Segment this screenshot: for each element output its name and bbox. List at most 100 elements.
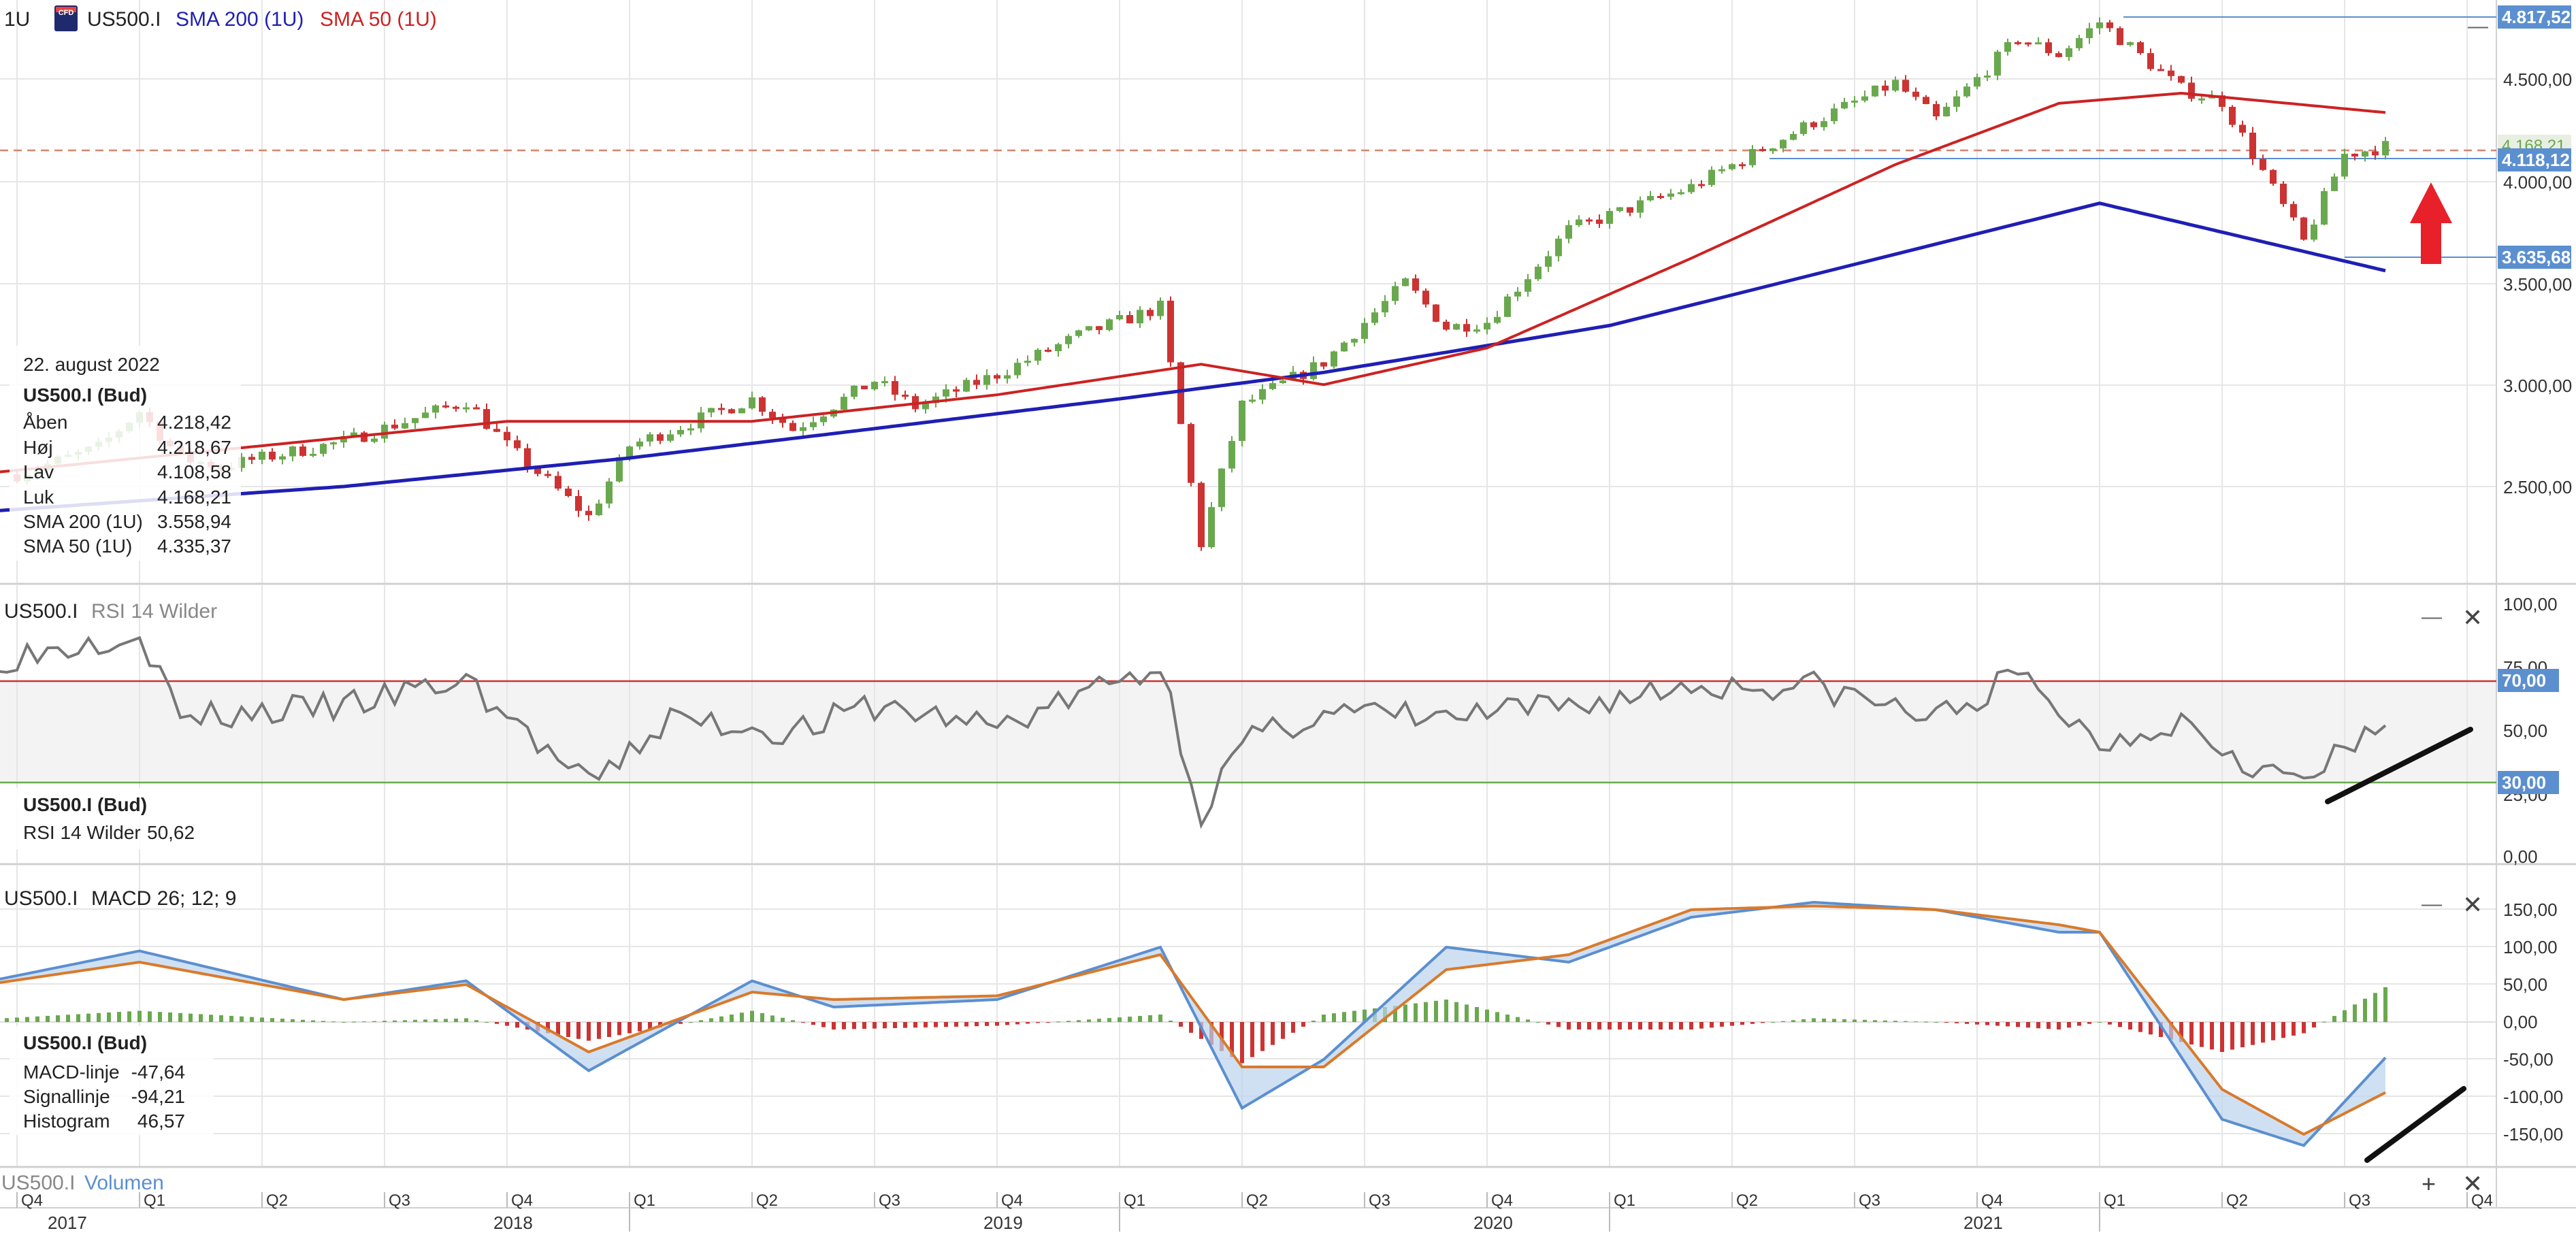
rsi-level-upper: 70,00	[2502, 670, 2546, 691]
histogram-bar	[1832, 1019, 1836, 1022]
histogram-bar	[556, 1022, 560, 1036]
close-macd-icon[interactable]: ✕	[2462, 891, 2483, 919]
close-rsi-icon[interactable]: ✕	[2462, 604, 2483, 631]
candle-body	[2270, 169, 2277, 184]
quarter-tick: Q4	[1001, 1191, 1023, 1210]
histogram-bar	[638, 1022, 642, 1032]
quarter-tick: Q2	[1246, 1191, 1268, 1210]
minimize-rsi-icon[interactable]: —	[2422, 606, 2442, 628]
histogram-bar	[280, 1019, 284, 1022]
quarter-tick: Q2	[266, 1191, 288, 1210]
histogram-bar	[1822, 1018, 1826, 1022]
histogram-bar	[2067, 1022, 2071, 1028]
candle-body	[636, 441, 643, 447]
candle-body	[320, 444, 327, 454]
histogram-bar	[791, 1020, 795, 1022]
add-panel-icon[interactable]: +	[2422, 1170, 2436, 1198]
year-tick: 2019	[983, 1213, 1023, 1232]
candle-body	[1923, 97, 1929, 104]
histogram-bar	[1434, 1000, 1438, 1022]
histogram-bar	[148, 1011, 152, 1022]
info-instrument: US500.I (Bud)	[23, 384, 147, 406]
candle-body	[534, 467, 541, 474]
candle-body	[789, 423, 796, 431]
histogram-bar	[301, 1019, 305, 1022]
histogram-bar	[1516, 1017, 1520, 1022]
sma50-legend[interactable]: SMA 50 (1U)	[320, 8, 437, 31]
histogram-bar	[1985, 1022, 1989, 1025]
candle-body	[1024, 361, 1031, 363]
candle-body	[1912, 91, 1919, 97]
minimize-macd-icon[interactable]: —	[2422, 893, 2442, 915]
candle-body	[1249, 399, 1256, 402]
histogram-bar	[1077, 1020, 1081, 1022]
histogram-bar	[25, 1017, 29, 1022]
histogram-bar	[1005, 1022, 1009, 1025]
candle-body	[504, 431, 510, 441]
candle-body	[2341, 153, 2348, 177]
candle-body	[1565, 225, 1572, 239]
candle-body	[2025, 42, 2032, 45]
histogram-bar	[1995, 1022, 2000, 1026]
candle-body	[2351, 153, 2358, 157]
histogram-bar	[1842, 1019, 1846, 1022]
candle-body	[422, 412, 429, 418]
up-arrow-icon	[2410, 182, 2452, 264]
candle-body	[1433, 304, 1439, 322]
candle-body	[841, 397, 847, 410]
histogram-bar	[1536, 1022, 1540, 1023]
rsi-info-value: 50,62	[147, 822, 195, 843]
candle-body	[871, 382, 878, 390]
histogram-bar	[240, 1016, 244, 1022]
histogram-bar	[1158, 1015, 1162, 1022]
year-tick: 2021	[1963, 1213, 2003, 1232]
histogram-bar	[1311, 1020, 1316, 1022]
candle-body	[1678, 192, 1684, 195]
candle-body	[1708, 169, 1715, 185]
interval-label[interactable]: 1U	[4, 8, 30, 31]
rsi-line	[0, 636, 2387, 829]
histogram-bar	[2363, 998, 2367, 1022]
sma200-legend[interactable]: SMA 200 (1U)	[176, 8, 304, 31]
histogram-bar	[1893, 1021, 1897, 1022]
candle-body	[1341, 342, 1348, 352]
candle-body	[2290, 203, 2297, 218]
histogram-bar	[1169, 1020, 1173, 1022]
histogram-bar	[1475, 1007, 1479, 1022]
histogram-bar	[924, 1022, 928, 1027]
candle-body	[1535, 266, 1542, 280]
histogram-bar	[1444, 1000, 1448, 1022]
quarter-tick: Q2	[756, 1191, 778, 1210]
candle-body	[779, 418, 786, 423]
candle-body	[2198, 98, 2205, 101]
candle-body	[1994, 52, 2001, 76]
minimize-price-icon[interactable]: —	[2468, 15, 2488, 37]
candle-body	[432, 405, 439, 413]
candle-body	[2249, 132, 2256, 159]
candle-body	[2219, 95, 2226, 108]
candle-body	[330, 442, 337, 445]
histogram-bar	[229, 1015, 233, 1022]
candle-body	[1861, 96, 1868, 101]
candle-body	[902, 395, 909, 397]
candle-body	[2188, 82, 2195, 99]
candle-body	[2137, 42, 2144, 54]
candle-body	[881, 381, 888, 384]
histogram-bar	[1567, 1022, 1571, 1030]
candle-body	[1484, 323, 1490, 330]
candle-body	[1320, 362, 1327, 367]
instrument-label[interactable]: US500.I	[87, 8, 161, 31]
candle-body	[657, 434, 664, 441]
histogram-bar	[2292, 1022, 2296, 1036]
histogram-bar	[1659, 1022, 1663, 1030]
candle-body	[2321, 191, 2328, 225]
histogram-bar	[1046, 1022, 1050, 1023]
histogram-bar	[66, 1015, 70, 1022]
candle-body	[259, 451, 265, 460]
candle-body	[1106, 319, 1113, 331]
histogram-bar	[1577, 1022, 1581, 1030]
histogram-bar	[546, 1022, 550, 1034]
close-volume-icon[interactable]: ✕	[2462, 1170, 2483, 1198]
histogram-bar	[2026, 1022, 2030, 1028]
histogram-bar	[158, 1012, 162, 1022]
